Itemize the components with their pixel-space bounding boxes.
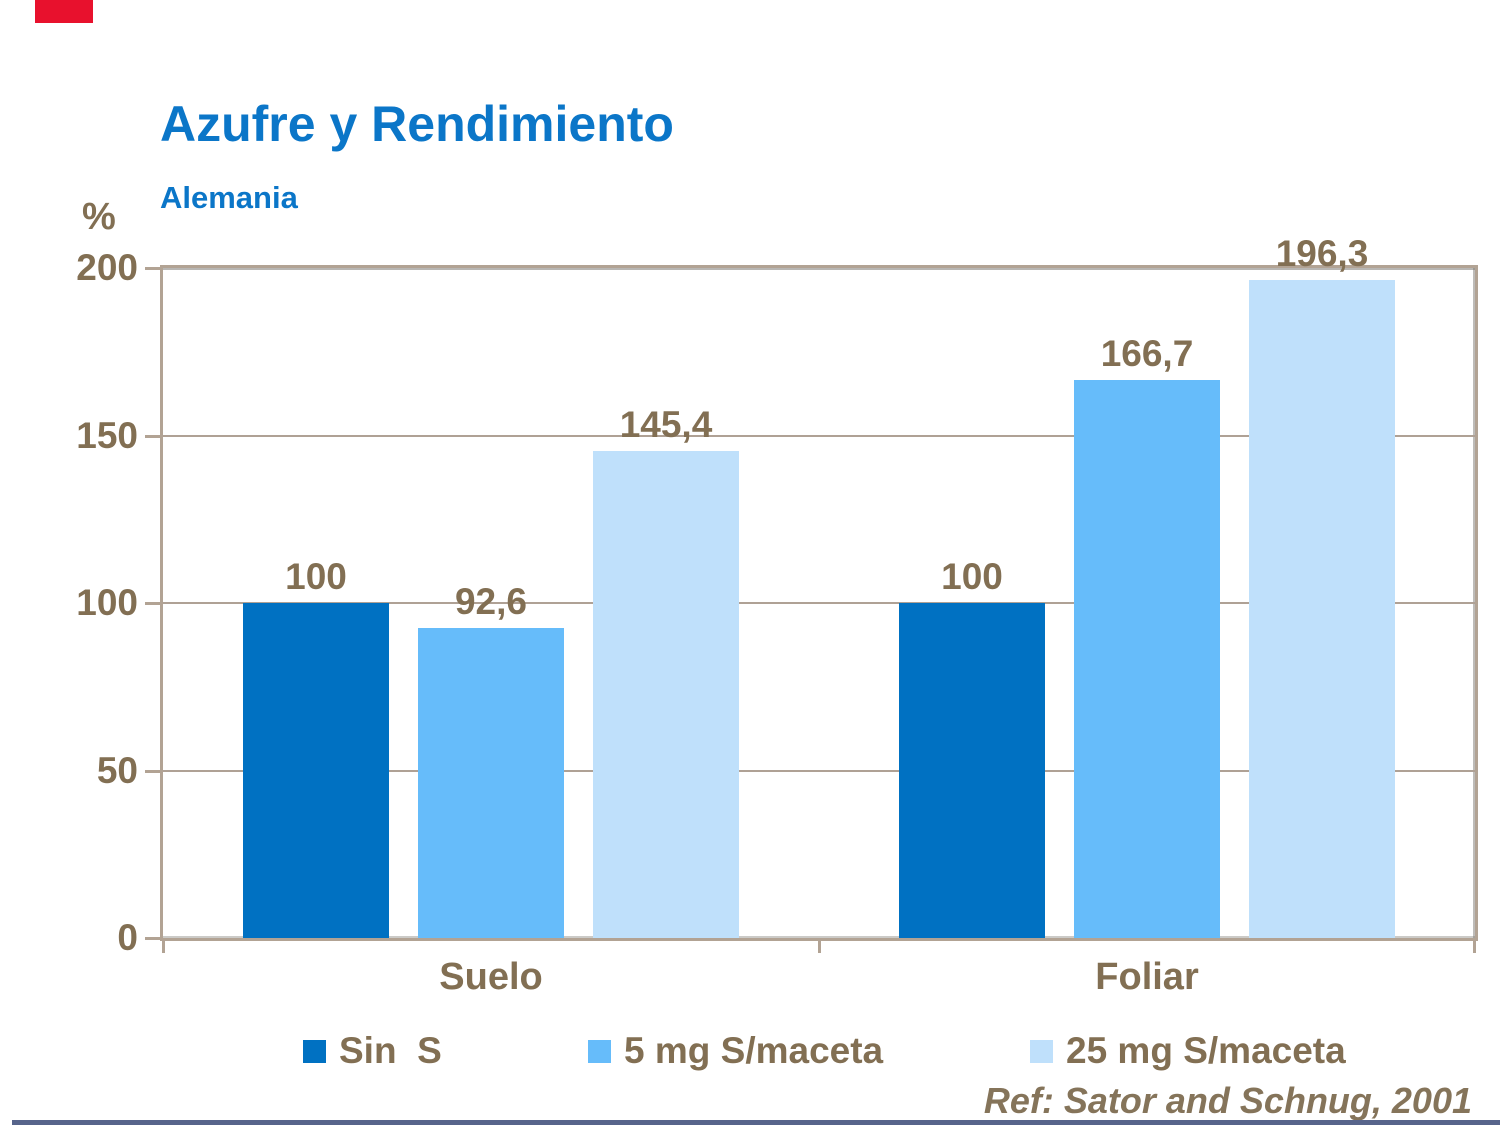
legend-label-sin-s: Sin S: [339, 1030, 442, 1071]
bar-value-label-suelo-5-mg-s-maceta: 92,6: [454, 580, 527, 622]
category-label-foliar: Foliar: [1095, 956, 1199, 998]
x-axis-tick-0: [162, 938, 165, 953]
bar-value-label-foliar-5-mg-s-maceta: 166,7: [1100, 332, 1194, 374]
bar-foliar-25-mg-s-maceta: [1249, 280, 1395, 938]
y-axis-tick-50: [145, 769, 160, 773]
legend-swatch-5-mg-s-maceta: [588, 1039, 611, 1063]
gridline-50: [163, 769, 1475, 772]
legend-label-5-mg-s-maceta: 5 mg S/maceta: [624, 1030, 884, 1071]
plot-area: 0 50 100 150 200 100 92,6 145,4 Suelo 100 166,7 196…: [76, 234, 1478, 998]
y-axis-tick-100: [145, 602, 160, 605]
x-axis-tick-2: [1473, 938, 1476, 953]
y-axis-label-0: 0: [117, 917, 138, 958]
y-axis-label-150: 150: [76, 414, 138, 456]
red-accent-bar: [35, 0, 93, 23]
bar-suelo-25-mg-s-maceta: [593, 450, 739, 938]
chart-title: Azufre y Rendimiento: [160, 96, 674, 152]
bar-foliar-5-mg-s-maceta: [1074, 379, 1220, 938]
legend-item-sin-s: Sin S: [303, 1030, 442, 1072]
bar-value-label-suelo-25-mg-s-maceta: 145,4: [619, 403, 713, 445]
legend-item-25-mg-s-maceta: 25 mg S/maceta: [1030, 1030, 1346, 1072]
y-axis-label-100: 100: [76, 582, 138, 623]
bar-suelo-sin-s: [243, 603, 389, 938]
bottom-rule: [12, 1120, 1500, 1125]
legend-item-5-mg-s-maceta: 5 mg S/maceta: [588, 1030, 883, 1072]
y-axis-tick-200: [145, 267, 160, 270]
y-axis-tick-0: [145, 937, 160, 940]
bar-suelo-5-mg-s-maceta: [418, 627, 564, 938]
y-axis-tick-150: [145, 434, 160, 438]
gridline-100: [163, 602, 1475, 604]
chart-subtitle: Alemania: [160, 180, 298, 215]
bar-value-label-foliar-25-mg-s-maceta: 196,3: [1275, 233, 1369, 275]
y-axis-unit-label: %: [82, 196, 116, 238]
category-label-suelo: Suelo: [439, 956, 543, 998]
y-axis-label-50: 50: [96, 749, 138, 791]
bar-foliar-sin-s: [899, 603, 1045, 938]
y-axis-label-200: 200: [76, 247, 138, 288]
x-axis-tick-1: [818, 938, 821, 953]
legend-label-25-mg-s-maceta: 25 mg S/maceta: [1066, 1030, 1346, 1071]
gridline-150: [163, 434, 1475, 437]
legend-swatch-25-mg-s-maceta: [1030, 1039, 1053, 1063]
legend-swatch-sin-s: [303, 1039, 326, 1063]
bar-value-label-foliar-sin-s: 100: [941, 556, 1003, 597]
bar-value-label-suelo-sin-s: 100: [285, 556, 347, 597]
reference-text: Ref: Sator and Schnug, 2001: [983, 1080, 1472, 1121]
